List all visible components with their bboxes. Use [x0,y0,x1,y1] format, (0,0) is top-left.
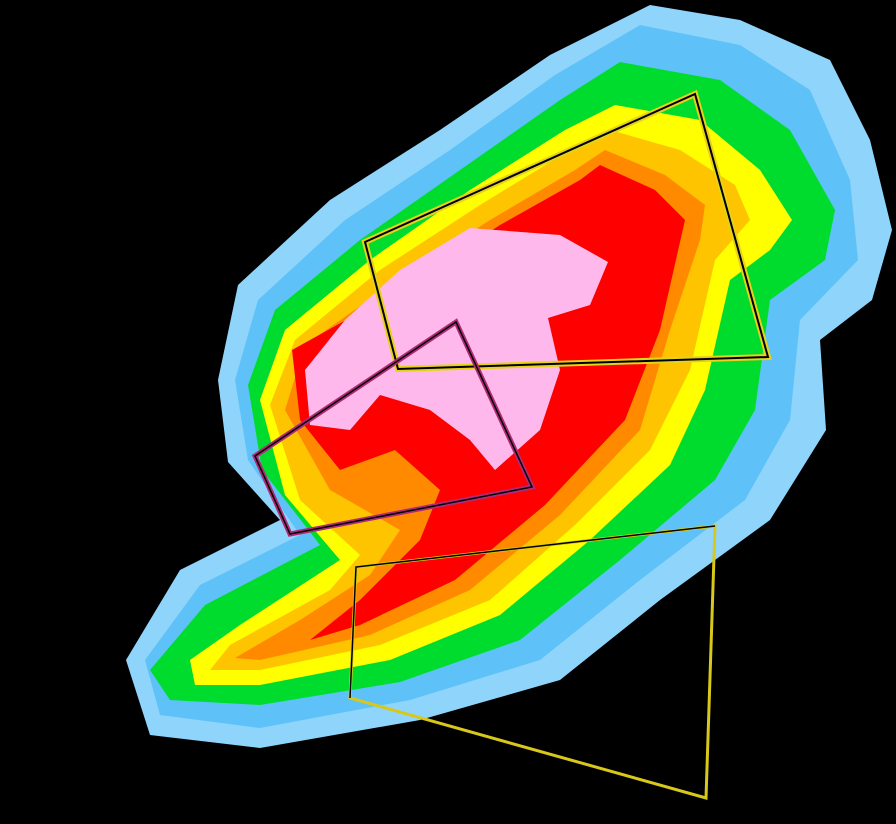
warning-polygon-center-inner [254,320,534,535]
warning-polygons [251,89,772,800]
echo-pink [305,228,608,470]
warning-polygon-north-inner [363,92,770,371]
reflectivity-layer [126,5,892,748]
warning-polygon-south-inner [349,525,716,699]
